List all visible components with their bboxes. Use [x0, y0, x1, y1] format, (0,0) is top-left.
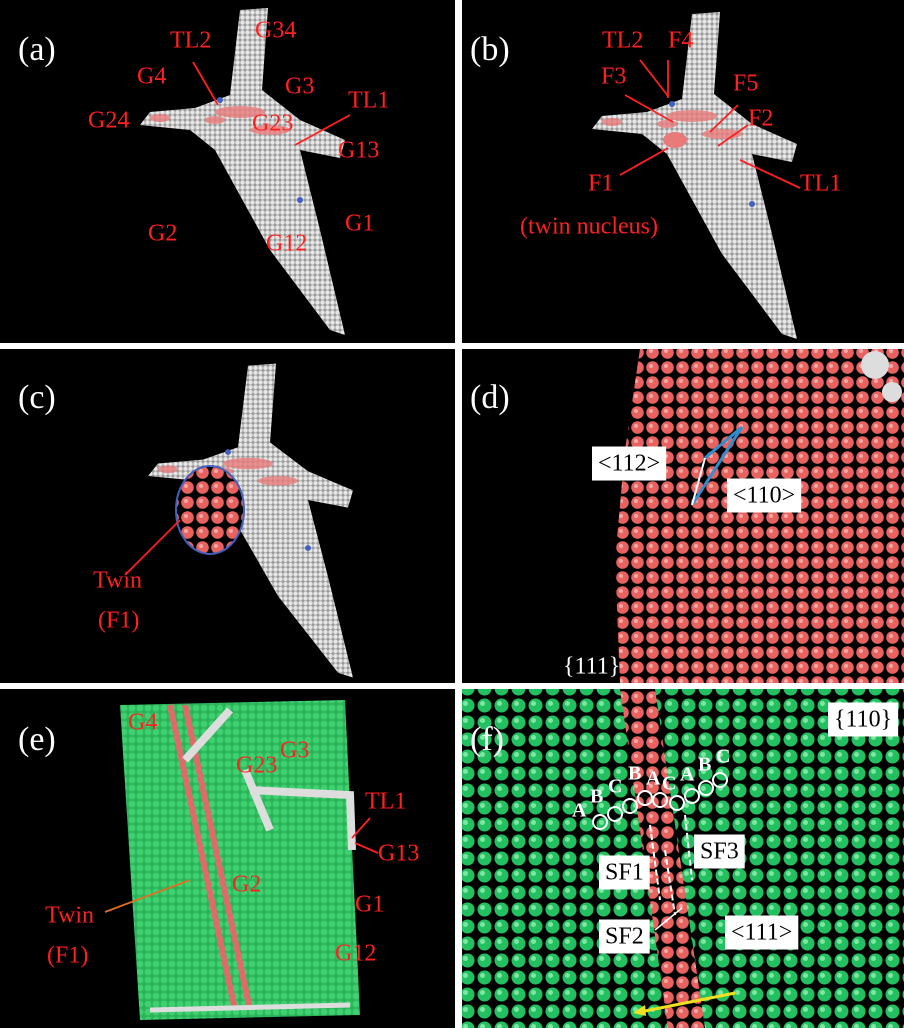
panel-label: (e) — [18, 721, 56, 758]
label: <111> — [731, 920, 792, 946]
annotation: F5 — [733, 71, 758, 97]
annotation: G23 — [252, 111, 293, 137]
annotation: G3 — [280, 738, 309, 764]
annotation: TL2 — [170, 28, 211, 54]
annotation: Twin — [45, 903, 94, 929]
panel-label: (f) — [470, 721, 504, 758]
label: SF3 — [700, 839, 739, 865]
annotation: F1 — [588, 171, 613, 197]
panel-label: (d) — [470, 379, 510, 416]
label: B — [628, 763, 641, 785]
label: A — [680, 764, 695, 786]
annotation: G3 — [285, 74, 314, 100]
annotation: G2 — [148, 221, 177, 247]
label: {110} — [834, 707, 892, 733]
annotation: G23 — [236, 753, 277, 779]
panel-label: (a) — [18, 31, 56, 68]
figure: (a)G34TL2G4G3TL1G24G23G13G2G12G1(b)TL2F4… — [0, 0, 904, 1028]
annotation: (F1) — [47, 943, 88, 969]
annotation: G4 — [128, 710, 157, 736]
annotation: G1 — [345, 211, 374, 237]
annotation: F2 — [748, 106, 773, 132]
annotation: G24 — [88, 108, 129, 134]
label: {111} — [563, 654, 620, 680]
label: C — [608, 776, 622, 798]
nucleus — [663, 132, 687, 148]
atom — [882, 382, 902, 402]
atom — [861, 351, 889, 379]
page: (a)G34TL2G4G3TL1G24G23G13G2G12G1(b)TL2F4… — [0, 0, 904, 1028]
annotation: F4 — [668, 28, 693, 54]
twin-lattice — [615, 349, 904, 683]
twin — [176, 466, 244, 554]
label: B — [590, 786, 603, 808]
annotation: (twin nucleus) — [520, 214, 658, 240]
annotation: G12 — [266, 231, 307, 257]
annotation: G34 — [255, 18, 296, 44]
annotation: G13 — [338, 138, 379, 164]
label: A — [646, 768, 661, 790]
label: A — [572, 800, 587, 822]
annotation: TL1 — [800, 171, 841, 197]
label: <112> — [598, 451, 660, 477]
label: SF1 — [605, 860, 644, 886]
label: C — [662, 773, 676, 795]
label: <110> — [733, 483, 795, 509]
annotation: G1 — [355, 892, 384, 918]
annotation: G4 — [137, 64, 166, 90]
annotation: TL1 — [348, 88, 389, 114]
label: SF2 — [605, 924, 644, 950]
annotation: (F1) — [98, 608, 139, 634]
annotation: TL2 — [602, 28, 643, 54]
annotation: Twin — [93, 568, 142, 594]
label: B — [698, 754, 711, 776]
annotation: G13 — [378, 841, 419, 867]
label: C — [716, 746, 730, 768]
annotation: G2 — [232, 872, 261, 898]
annotation: F3 — [601, 64, 626, 90]
panel-label: (c) — [18, 379, 56, 416]
annotation: G12 — [335, 941, 376, 967]
panel-label: (b) — [470, 31, 510, 68]
annotation: TL1 — [365, 789, 406, 815]
